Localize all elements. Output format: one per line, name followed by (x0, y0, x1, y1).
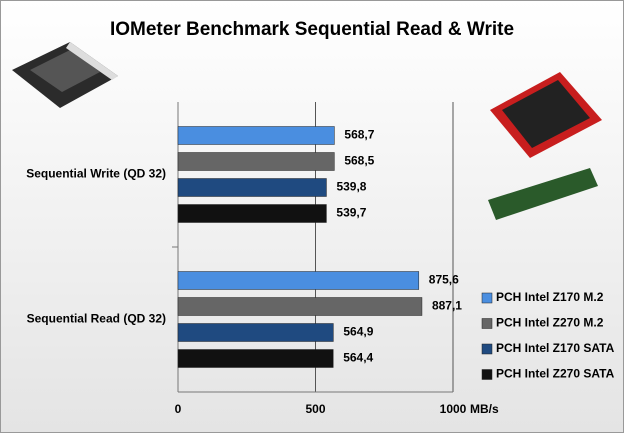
legend-label: PCH Intel Z170 M.2 (496, 290, 604, 304)
data-label: 568,5 (344, 154, 374, 168)
data-label: 875,6 (429, 273, 459, 287)
data-label: 564,9 (343, 325, 373, 339)
legend-swatch (481, 343, 493, 355)
chart-title: IOMeter Benchmark Sequential Read & Writ… (110, 19, 514, 40)
data-label: 887,1 (432, 299, 462, 313)
motherboard-image (12, 42, 118, 108)
legend-swatch (481, 318, 493, 329)
data-label: 568,7 (344, 128, 374, 142)
legend-label: PCH Intel Z270 SATA (496, 367, 615, 381)
bar (177, 297, 423, 316)
legend-label: PCH Intel Z270 M.2 (496, 316, 604, 330)
bar (177, 126, 335, 145)
bar (177, 323, 334, 342)
x-tick-label: 1000 (440, 402, 467, 416)
legend-swatch (481, 292, 493, 304)
data-label: 539,8 (336, 180, 366, 194)
bar (177, 152, 335, 171)
x-axis-label: MB/s (470, 402, 499, 416)
bar (177, 349, 334, 368)
y-tick-label: Sequential Read (QD 32) (27, 312, 166, 326)
data-label: 564,4 (343, 351, 373, 365)
bar (177, 204, 327, 223)
x-tick-label: 0 (175, 402, 182, 416)
legend-label: PCH Intel Z170 SATA (496, 341, 615, 355)
x-tick-label: 500 (305, 402, 325, 416)
bar (177, 178, 327, 197)
bar (177, 271, 420, 290)
ssd-image (488, 72, 602, 220)
data-label: 539,7 (336, 206, 366, 220)
y-tick-label: Sequential Write (QD 32) (26, 167, 166, 181)
legend-swatch (481, 369, 493, 380)
